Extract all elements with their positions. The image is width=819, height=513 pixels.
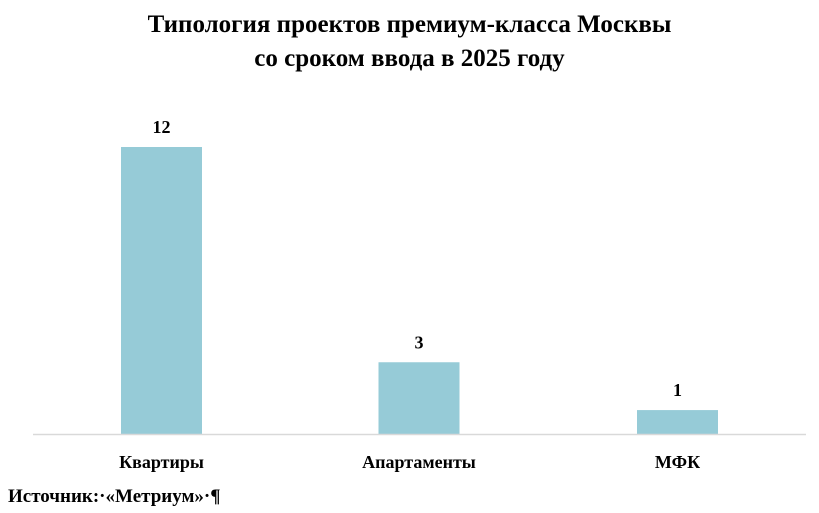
bar-3 xyxy=(637,410,718,434)
source-note: Источник:·«Метриум»·¶ xyxy=(8,486,221,507)
bars xyxy=(121,147,718,434)
value-labels: 12 3 1 xyxy=(153,117,683,400)
x-tick-label-1: Квартиры xyxy=(119,452,204,472)
x-tick-label-2: Апартаменты xyxy=(362,452,476,472)
bar-1 xyxy=(121,147,202,434)
chart-title-line-1: Типология проектов премиум-класса Москвы xyxy=(148,11,672,38)
x-tick-labels: Квартиры Апартаменты МФК xyxy=(119,452,700,472)
chart-title-line-2: со сроком ввода в 2025 году xyxy=(254,45,565,72)
chart-title: Типология проектов премиум-класса Москвы… xyxy=(148,11,672,72)
x-tick-label-3: МФК xyxy=(655,452,700,472)
bar-value-label-3: 1 xyxy=(673,380,682,400)
bar-value-label-1: 12 xyxy=(153,117,171,137)
bar-value-label-2: 3 xyxy=(415,332,424,352)
bar-2 xyxy=(378,362,460,434)
